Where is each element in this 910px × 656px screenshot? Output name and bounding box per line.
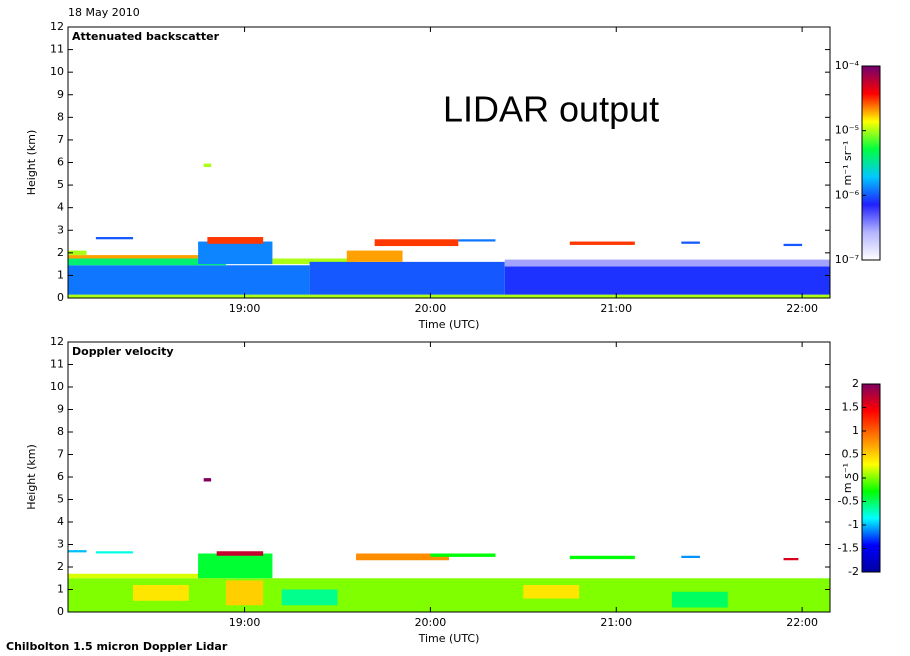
y-tick-label: 10 bbox=[50, 65, 64, 78]
y-tick-label: 6 bbox=[57, 470, 64, 483]
cell bbox=[783, 558, 799, 561]
y-tick-label: 11 bbox=[50, 358, 64, 371]
colorbar-tick-label: -1 bbox=[848, 518, 859, 531]
cell bbox=[523, 585, 580, 599]
panel-title: Doppler velocity bbox=[72, 345, 174, 358]
colorbar bbox=[861, 65, 881, 261]
colorbar-tick-label: 1 bbox=[852, 424, 859, 437]
colorbar-tick-label: 10⁻⁵ bbox=[835, 124, 859, 137]
cell bbox=[783, 243, 803, 247]
date: 18 May 2010 bbox=[68, 6, 140, 19]
y-tick-label: 8 bbox=[57, 110, 64, 123]
colorbar-tick-label: 0 bbox=[852, 471, 859, 484]
cell bbox=[95, 237, 134, 240]
cell bbox=[356, 553, 449, 561]
cell bbox=[681, 241, 700, 244]
y-tick-label: 4 bbox=[57, 201, 64, 214]
cell bbox=[68, 550, 87, 553]
y-tick-label: 3 bbox=[57, 538, 64, 551]
cell bbox=[374, 239, 459, 247]
x-tick-label: 22:00 bbox=[786, 302, 818, 315]
colorbar-tick-label: 2 bbox=[852, 377, 859, 390]
x-tick-label: 19:00 bbox=[229, 302, 261, 315]
colorbar-tick-label: 10⁻⁴ bbox=[835, 59, 860, 72]
colorbar-tick-label: 1.5 bbox=[842, 401, 860, 414]
cell bbox=[68, 255, 226, 259]
cell bbox=[681, 555, 700, 558]
y-tick-label: 5 bbox=[57, 493, 64, 506]
y-tick-label: 6 bbox=[57, 156, 64, 169]
cell bbox=[281, 589, 338, 606]
cell bbox=[68, 573, 226, 579]
footer: Chilbolton 1.5 micron Doppler Lidar bbox=[6, 640, 228, 653]
cell bbox=[68, 250, 87, 256]
y-tick-label: 4 bbox=[57, 515, 64, 528]
y-tick-label: 10 bbox=[50, 380, 64, 393]
y-tick-label: 7 bbox=[57, 133, 64, 146]
x-tick-label: 21:00 bbox=[600, 616, 632, 629]
colorbar-label: m⁻¹ sr⁻¹ bbox=[841, 141, 854, 186]
cell bbox=[216, 551, 264, 556]
x-tick-label: 19:00 bbox=[229, 616, 261, 629]
cell bbox=[504, 259, 830, 267]
y-tick-label: 5 bbox=[57, 178, 64, 191]
cell bbox=[198, 553, 273, 579]
x-tick-label: 20:00 bbox=[415, 302, 447, 315]
cell bbox=[68, 258, 226, 266]
cell bbox=[272, 258, 357, 265]
colorbar-tick-label: -0.5 bbox=[838, 495, 859, 508]
y-tick-label: 3 bbox=[57, 223, 64, 236]
y-tick-label: 0 bbox=[57, 291, 64, 304]
colorbar-tick-label: -2 bbox=[848, 565, 859, 578]
colorbar-tick-label: -1.5 bbox=[838, 542, 859, 555]
y-tick-label: 2 bbox=[57, 560, 64, 573]
y-tick-label: 8 bbox=[57, 425, 64, 438]
cell bbox=[68, 265, 310, 295]
colorbar-tick-label: 0.5 bbox=[842, 448, 860, 461]
cell bbox=[458, 239, 496, 242]
plot-frame bbox=[67, 341, 831, 613]
y-tick-label: 1 bbox=[57, 583, 64, 596]
cell bbox=[225, 580, 264, 606]
x-axis-label: Time (UTC) bbox=[418, 632, 480, 645]
cell bbox=[569, 241, 635, 245]
colorbar-label: m s⁻¹ bbox=[841, 463, 854, 493]
y-tick-label: 9 bbox=[57, 403, 64, 416]
y-axis-label: Height (km) bbox=[25, 130, 38, 196]
cell bbox=[203, 478, 212, 482]
x-tick-label: 20:00 bbox=[415, 616, 447, 629]
y-tick-label: 1 bbox=[57, 268, 64, 281]
y-tick-label: 9 bbox=[57, 88, 64, 101]
y-tick-label: 11 bbox=[50, 43, 64, 56]
cell bbox=[203, 163, 212, 168]
x-tick-label: 22:00 bbox=[786, 616, 818, 629]
x-tick-label: 21:00 bbox=[600, 302, 632, 315]
colorbar-tick-label: 10⁻⁷ bbox=[835, 253, 859, 266]
cell bbox=[207, 237, 264, 244]
cell bbox=[309, 261, 505, 295]
cell bbox=[504, 266, 830, 295]
annotation: LIDAR output bbox=[443, 89, 659, 130]
cell bbox=[95, 551, 134, 554]
y-tick-label: 7 bbox=[57, 448, 64, 461]
cell bbox=[672, 591, 728, 608]
y-tick-label: 2 bbox=[57, 246, 64, 259]
cell bbox=[346, 250, 403, 262]
cell bbox=[430, 553, 496, 557]
cell bbox=[68, 294, 830, 298]
y-tick-label: 12 bbox=[50, 20, 64, 33]
y-tick-label: 12 bbox=[50, 335, 64, 348]
x-axis-label: Time (UTC) bbox=[418, 318, 480, 331]
cell bbox=[198, 241, 273, 265]
y-tick-label: 0 bbox=[57, 605, 64, 618]
y-axis-label: Height (km) bbox=[25, 444, 38, 510]
colorbar-tick-label: 10⁻⁶ bbox=[835, 188, 860, 201]
panel-title: Attenuated backscatter bbox=[72, 30, 220, 43]
cell bbox=[569, 555, 635, 560]
cell bbox=[133, 585, 189, 601]
